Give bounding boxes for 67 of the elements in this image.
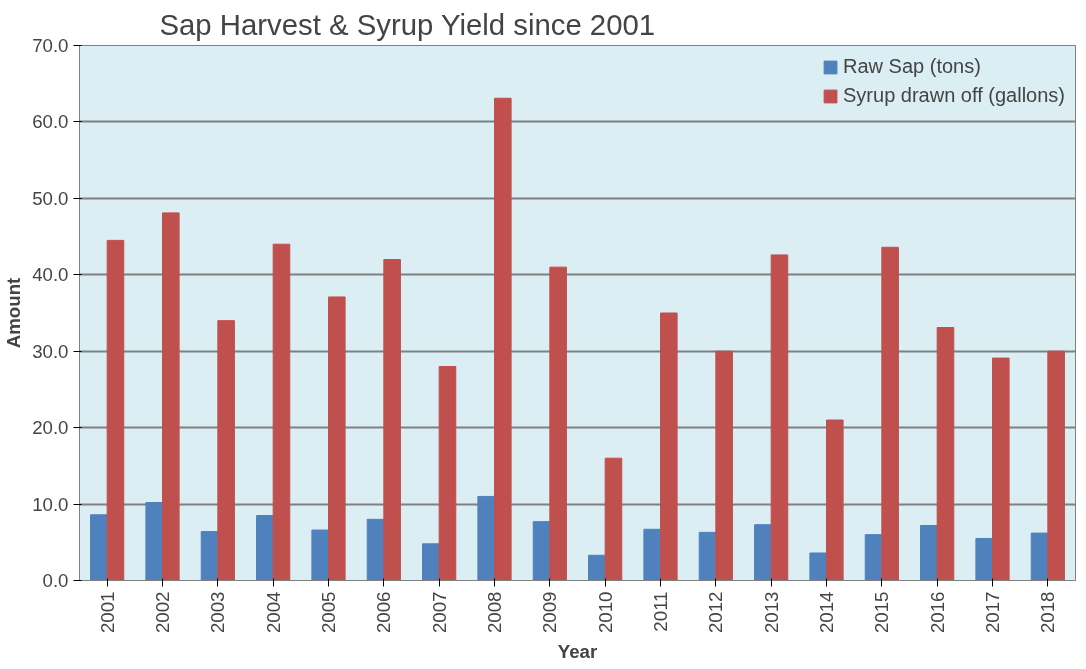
bar — [494, 97, 512, 581]
bar — [992, 357, 1010, 581]
y-tick-label: 60.0 — [32, 111, 69, 133]
bar — [715, 350, 733, 581]
bar — [383, 259, 401, 581]
y-tick-label: 40.0 — [32, 264, 69, 286]
bar — [809, 552, 827, 581]
x-tick-label: 2012 — [705, 591, 727, 633]
bar — [90, 514, 108, 581]
x-tick-label: 2009 — [539, 591, 561, 633]
bar — [826, 419, 844, 581]
x-tick-label: 2002 — [152, 591, 173, 633]
bar — [328, 296, 346, 581]
bar — [588, 554, 606, 581]
bar — [272, 243, 291, 581]
y-tick-label: 50.0 — [32, 187, 69, 209]
bar — [422, 543, 440, 581]
x-tick-label: 2004 — [262, 591, 284, 633]
bar — [438, 366, 457, 581]
bar — [549, 266, 567, 581]
bar — [106, 239, 125, 581]
x-tick-label: 2001 — [96, 591, 118, 633]
bar — [532, 521, 551, 581]
x-tick-label: 2013 — [760, 591, 782, 633]
x-tick-label: 2007 — [428, 591, 450, 633]
bar — [643, 528, 661, 581]
y-tick-label: 0.0 — [42, 570, 69, 591]
legend-label: Raw Sap (tons) — [843, 55, 981, 78]
bar — [200, 531, 219, 581]
y-tick-label: 20.0 — [32, 417, 69, 439]
bar — [217, 320, 235, 581]
x-tick-label: 2006 — [373, 591, 395, 633]
bar — [1047, 350, 1065, 581]
x-tick-label: 2015 — [871, 591, 893, 633]
x-tick-label: 2011 — [650, 591, 671, 632]
x-tick-label: 2010 — [594, 591, 616, 633]
bar — [366, 518, 385, 581]
y-tick-label: 10.0 — [32, 493, 69, 515]
bar — [162, 212, 180, 581]
y-tick-label: 70.0 — [32, 35, 69, 56]
legend-label: Syrup drawn off (gallons) — [843, 84, 1065, 107]
bar — [920, 524, 938, 581]
x-tick-label: 2017 — [982, 591, 1003, 633]
bar — [754, 524, 772, 581]
y-axis-title: Amount — [3, 277, 25, 349]
x-tick-label: 2003 — [207, 591, 229, 633]
bar — [477, 495, 495, 581]
bar — [936, 327, 955, 581]
bar — [770, 254, 789, 581]
bar — [864, 534, 883, 581]
x-tick-label: 2005 — [318, 591, 339, 633]
x-tick-label: 2008 — [484, 591, 505, 633]
bar — [660, 312, 678, 581]
bar — [145, 502, 163, 581]
x-tick-label: 2018 — [1037, 591, 1059, 633]
y-tick-label: 30.0 — [32, 340, 69, 362]
bar — [975, 537, 993, 581]
bar — [881, 246, 899, 581]
chart-title: Sap Harvest & Syrup Yield since 2001 — [159, 7, 656, 41]
bar — [698, 531, 717, 581]
x-tick-label: 2014 — [816, 591, 837, 633]
bar — [1030, 532, 1049, 581]
x-tick-label: 2016 — [926, 591, 948, 633]
bar — [256, 515, 274, 581]
bar — [311, 529, 329, 581]
x-axis-title: Year — [557, 641, 598, 662]
bar — [604, 457, 623, 581]
